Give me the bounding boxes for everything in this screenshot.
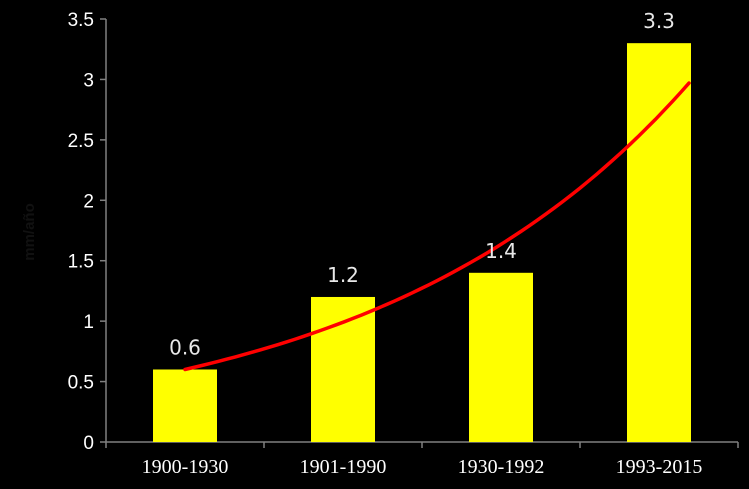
y-tick-label: 3.5 <box>68 10 94 31</box>
bar-1900-1930 <box>153 369 217 442</box>
data-label: 1.2 <box>327 263 359 287</box>
category-label: 1901-1990 <box>300 456 387 478</box>
bar-1901-1990 <box>311 296 375 442</box>
category-label: 1930-1992 <box>458 456 545 478</box>
y-tick-label: 1.5 <box>68 252 94 273</box>
data-label: 3.3 <box>643 9 675 33</box>
trendline-group <box>183 81 691 372</box>
y-tick-label: 0 <box>83 433 94 454</box>
y-tick-label: 1 <box>83 312 94 333</box>
labels: 0.6 1900-1930 1.2 1901-1990 1.4 1930-1992 3.3 1… <box>142 9 703 478</box>
bar-1993-2015 <box>627 43 691 443</box>
bars <box>153 43 691 443</box>
y-axis-title: mm/año <box>21 203 38 261</box>
category-label: 1993-2015 <box>616 456 703 478</box>
y-tick-label: 2 <box>83 191 94 212</box>
trendline <box>183 81 691 372</box>
data-label: 1.4 <box>485 239 517 263</box>
y-tick-label: 2.5 <box>68 131 94 152</box>
y-tick-label: 0.5 <box>68 373 94 394</box>
category-label: 1900-1930 <box>142 456 229 478</box>
bar-1930-1992 <box>469 272 533 442</box>
y-tick-label: 3 <box>83 70 94 91</box>
data-label: 0.6 <box>169 335 201 359</box>
